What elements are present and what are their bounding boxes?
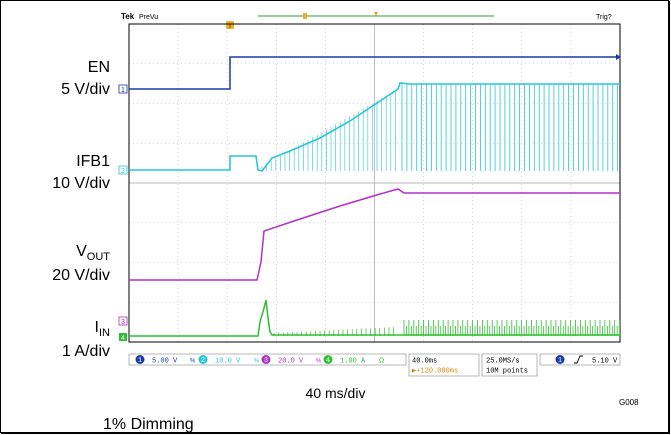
ch1-ground-marker: 1 <box>118 84 128 94</box>
figure-id: G008 <box>619 398 639 407</box>
status-bar: 1 5.00 V % 2 10.0 V % 3 20.0 V % 4 1.00 … <box>128 353 621 377</box>
ch3-ground-marker: 3 <box>118 316 128 326</box>
ch4-ground-marker: 4 <box>119 333 127 342</box>
ch2-ground-marker: 2 <box>118 165 128 175</box>
figure-caption: 1% Dimming <box>103 416 194 433</box>
label-iin-sub: IN <box>99 327 110 339</box>
label-vout-main: V <box>76 243 87 260</box>
label-en-name: EN <box>87 59 110 76</box>
ch2-scale: 10.0 V <box>215 358 241 366</box>
ch2-bw-icon: % <box>254 359 260 365</box>
ch3-badge <box>261 355 271 364</box>
timebase-box <box>408 353 480 377</box>
label-en-scale: 5 V/div <box>61 81 110 98</box>
ch1-offscreen-arrow <box>616 54 621 60</box>
rising-edge-icon <box>574 355 583 364</box>
label-vout-scale: 20 V/div <box>52 267 110 284</box>
ch1-en-trace <box>129 56 620 90</box>
ch2-pwm-pulses <box>261 84 618 171</box>
label-ifb1-name: IFB1 <box>76 153 110 170</box>
ch1-bw-icon: % <box>190 359 196 365</box>
trigger-box <box>539 353 621 366</box>
label-iin-scale: 1 A/div <box>61 343 110 360</box>
ch4-ohm-icon: Ω <box>379 358 384 365</box>
trigger-position-value: ▶+120.080ms <box>412 368 458 376</box>
svg-text:4: 4 <box>121 335 125 342</box>
time-scale-label: 40 ms/div <box>305 385 366 401</box>
ch3-bw-icon: % <box>316 359 322 365</box>
ch3-vout-trace <box>129 188 620 281</box>
sample-rate: 25.0MS/s <box>486 358 520 366</box>
ch2-badge-num: 2 <box>201 357 205 365</box>
ch4-ripple-pulses <box>273 320 620 336</box>
waveforms <box>129 54 621 337</box>
record-length: 10M points <box>486 368 528 376</box>
trigger-marker-icon <box>226 21 234 29</box>
trigger-level: 5.10 V <box>592 358 618 366</box>
label-vout-sub: OUT <box>86 251 110 263</box>
label-ifb1-scale: 10 V/div <box>52 175 110 192</box>
trigger-marker-label: T <box>228 24 232 30</box>
trigger-status: Trig? <box>596 14 612 21</box>
ch1-badge-num: 1 <box>138 357 142 365</box>
acquisition-box <box>481 353 538 377</box>
ch2-badge <box>198 355 208 364</box>
graticule <box>129 24 620 342</box>
ch4-badge <box>323 355 333 364</box>
ch1-badge <box>135 355 145 364</box>
screen-border <box>128 23 621 343</box>
scope-mode: PreVu <box>139 14 158 21</box>
ch4-iin-trace <box>129 299 620 337</box>
ch1-scale: 5.00 V <box>152 358 178 366</box>
label-iin-main: I <box>94 319 99 336</box>
ch2-ifb1-trace <box>129 82 620 172</box>
ch4-badge-num: 4 <box>326 357 330 365</box>
svg-text:2: 2 <box>121 168 125 175</box>
trigger-position-arrow <box>374 12 378 16</box>
svg-text:3: 3 <box>121 319 125 326</box>
svg-text:1: 1 <box>121 87 125 94</box>
trigger-source-badge <box>555 355 565 364</box>
ch4-scale: 1.00 A <box>340 358 366 366</box>
label-vout-name: VOUT <box>0 242 110 267</box>
scope-brand: Tek <box>121 12 135 21</box>
record-window-marker <box>303 13 307 19</box>
timebase-value: 40.0ms <box>412 358 437 366</box>
trigger-source-num: 1 <box>558 357 562 365</box>
ch3-badge-num: 3 <box>264 357 268 365</box>
ch3-scale: 20.0 V <box>278 358 304 366</box>
label-iin-name: IIN <box>0 318 110 343</box>
